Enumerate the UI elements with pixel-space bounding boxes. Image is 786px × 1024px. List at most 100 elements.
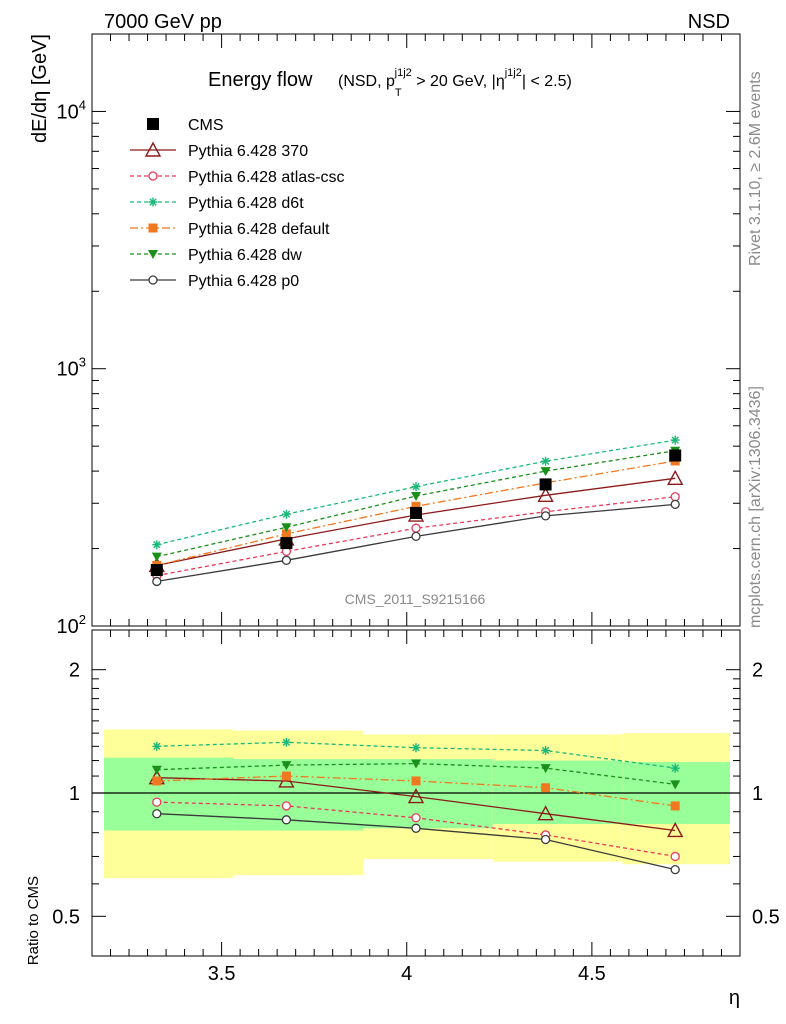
ratio-pythia-6-428-370-point — [667, 822, 684, 838]
ratio-pythia-6-428-d6t-point — [670, 763, 680, 773]
ratio-y-tick-label-right: 1 — [752, 783, 763, 805]
title-main: Energy flow — [208, 69, 313, 91]
main-pythia-6-428-d6t-point — [281, 509, 291, 519]
ratio-pythia-6-428-370-point — [537, 805, 554, 821]
main-pythia-6-428-atlas-csc-line — [156, 496, 676, 577]
main-pythia-6-428-dw-point — [411, 492, 421, 502]
legend-label: Pythia 6.428 370 — [188, 143, 308, 160]
ratio-pythia-6-428-p0-point — [540, 834, 551, 845]
main-pythia-6-428-dw-point — [281, 523, 292, 533]
ratio-pythia-6-428-atlas-csc-point — [152, 797, 162, 807]
ratio-pythia-6-428-dw-point — [411, 759, 421, 769]
ratio-pythia-6-428-p0-point — [281, 815, 292, 825]
main-pythia-6-428-atlas-csc-point — [411, 523, 421, 533]
legend-item-pythia-6-428-dw: Pythia 6.428 dw — [130, 247, 302, 264]
main-pythia-6-428-d6t-point — [541, 456, 551, 466]
x-tick-label: 4.5 — [578, 963, 606, 985]
main-pythia-6-428-370-point — [667, 469, 684, 486]
legend-marker — [147, 118, 159, 130]
main-panel-frame — [91, 33, 741, 627]
ratio-pythia-6-428-d6t-point — [281, 737, 291, 747]
main-pythia-6-428-default-point — [411, 501, 421, 511]
legend-item-pythia-6-428-370: Pythia 6.428 370 — [130, 141, 308, 160]
ratio-pythia-6-428-dw-point — [151, 765, 162, 775]
ratio-pythia-6-428-p0-point — [152, 809, 162, 819]
ratio-pythia-6-428-default-point — [541, 783, 551, 793]
legend-label: Pythia 6.428 default — [188, 221, 330, 238]
title-detail: (NSD, pTj1j2 > 20 GeV, |ηj1j2| < 2.5) — [338, 67, 572, 99]
band-green-1 — [233, 759, 364, 831]
band-green-0 — [104, 757, 234, 831]
x-tick-label: 3.5 — [208, 963, 236, 985]
main-pythia-6-428-d6t-line — [156, 439, 676, 546]
main-y-tick-label: 102 — [57, 612, 86, 638]
ratio-pythia-6-428-dw-point — [670, 780, 681, 790]
legend-marker — [148, 197, 158, 207]
main-cms-point — [539, 478, 552, 491]
y-axis-label: dE/dη [GeV] — [29, 34, 51, 143]
ratio-pythia-6-428-atlas-csc-point — [281, 801, 292, 811]
ratio-pythia-6-428-d6t-point — [411, 743, 421, 753]
main-series — [148, 435, 684, 587]
legend-item-cms: CMS — [147, 117, 224, 134]
ratio-pythia-6-428-default-point — [670, 801, 680, 811]
axis-ticks — [92, 33, 741, 957]
legend-marker — [148, 223, 158, 233]
ratio-y-tick-label-right: 0.5 — [752, 906, 780, 928]
legend-label: Pythia 6.428 dw — [188, 247, 302, 264]
ratio-pythia-6-428-p0-point — [670, 864, 680, 875]
main-pythia-6-428-d6t-point — [152, 540, 162, 550]
main-pythia-6-428-dw-point — [540, 467, 551, 477]
side-mcplots-label: mcplots.cern.ch [arXiv:1306.3436] — [747, 386, 764, 628]
legend-item-pythia-6-428-default: Pythia 6.428 default — [130, 221, 330, 238]
main-pythia-6-428-p0-point — [281, 555, 292, 565]
legend-label: CMS — [188, 117, 224, 134]
legend-marker — [148, 275, 158, 285]
band-green-3 — [492, 760, 623, 825]
ratio-y-tick-label-left: 0.5 — [52, 906, 80, 928]
ratio-pythia-6-428-370-point — [407, 788, 425, 804]
legend-item-pythia-6-428-d6t: Pythia 6.428 d6t — [130, 195, 304, 212]
legend-item-pythia-6-428-atlas-csc: Pythia 6.428 atlas-csc — [130, 169, 345, 186]
main-pythia-6-428-p0-point — [670, 499, 680, 510]
ratio-pythia-6-428-default-point — [411, 776, 421, 786]
main-pythia-6-428-default-point — [281, 529, 291, 539]
ratio-y-axis-label: Ratio to CMS — [25, 876, 42, 965]
main-pythia-6-428-dw-point — [151, 552, 162, 562]
legend-marker — [148, 171, 158, 181]
watermark: CMS_2011_S9215166 — [345, 591, 486, 607]
legend-marker — [148, 250, 158, 259]
ratio-series — [148, 737, 684, 875]
legend-label: Pythia 6.428 atlas-csc — [188, 169, 345, 186]
main-pythia-6-428-370-line — [156, 477, 676, 567]
main-cms-point — [410, 506, 422, 519]
ratio-pythia-6-428-default-point — [152, 776, 162, 786]
legend-item-pythia-6-428-p0: Pythia 6.428 p0 — [130, 273, 299, 290]
ratio-pythia-6-428-atlas-csc-point — [670, 851, 680, 862]
header-right: NSD — [688, 11, 730, 33]
legend-label: Pythia 6.428 d6t — [188, 195, 304, 212]
ratio-pythia-6-428-default-point — [281, 771, 291, 781]
legend: CMS Pythia 6.428 370 Pythia 6.428 atlas-cs… — [130, 117, 345, 290]
main-pythia-6-428-p0-point — [152, 576, 162, 587]
ratio-pythia-6-428-370-line — [156, 777, 676, 832]
ratio-pythia-6-428-dw-point — [540, 764, 551, 774]
main-pythia-6-428-d6t-point — [411, 482, 421, 492]
main-y-tick-label: 104 — [57, 97, 86, 123]
main-pythia-6-428-atlas-csc-point — [670, 492, 680, 502]
ratio-pythia-6-428-d6t-point — [152, 741, 162, 751]
main-cms-point — [669, 449, 682, 462]
legend-marker — [144, 141, 162, 157]
ratio-pythia-6-428-p0-point — [411, 823, 421, 833]
x-tick-label: 4 — [401, 963, 412, 985]
ratio-y-tick-label-left: 2 — [69, 660, 80, 682]
ratio-pythia-6-428-atlas-csc-point — [411, 813, 421, 823]
main-cms-point — [280, 537, 293, 550]
band-green-2 — [363, 759, 493, 829]
ratio-y-tick-label-left: 1 — [69, 783, 80, 805]
main-cms-point — [150, 564, 163, 577]
main-pythia-6-428-p0-point — [411, 531, 421, 542]
x-axis-label: η — [729, 987, 740, 1009]
side-rivet-label: Rivet 3.1.10, ≥ 2.6M events — [747, 71, 764, 266]
